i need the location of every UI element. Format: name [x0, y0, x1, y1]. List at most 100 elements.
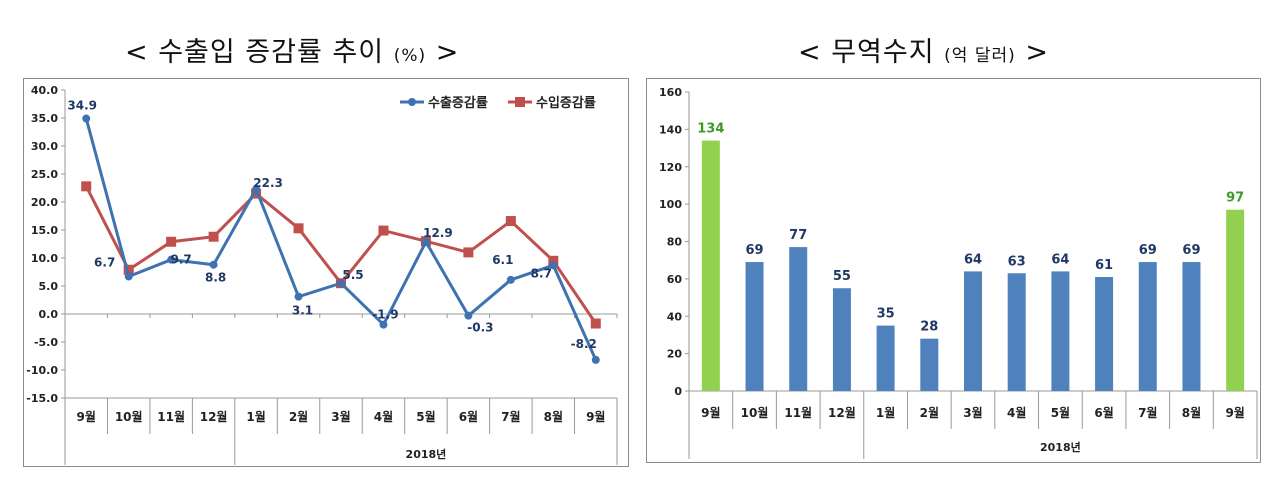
export-data-marker [167, 255, 176, 264]
category-label: 5월 [416, 409, 435, 424]
export-data-marker [82, 114, 91, 123]
y-tick-label: 15.0 [31, 224, 58, 237]
import-data-marker [208, 231, 219, 242]
right-title-end: > [1025, 37, 1049, 68]
category-label: 11월 [157, 409, 185, 424]
export-data-marker [337, 279, 345, 288]
bar [920, 338, 939, 391]
legend-export-label: 수출증감률 [428, 95, 488, 111]
import-data-marker [293, 223, 304, 234]
category-label: 12월 [828, 405, 856, 420]
bar [964, 271, 982, 391]
category-label: 7월 [501, 409, 520, 424]
category-label: 8월 [1182, 405, 1201, 420]
bar-value-label: 28 [920, 320, 938, 335]
import-series-line [84, 185, 598, 325]
bar-value-label: 77 [789, 228, 807, 243]
export-data-marker [379, 320, 388, 329]
legend-export-marker [408, 98, 416, 106]
right-chart-title: < 무역수지 (억 달러) > [798, 30, 1049, 69]
category-label: 10월 [741, 405, 769, 420]
year-group-label: 2018년 [406, 447, 447, 461]
import-data-marker [378, 225, 389, 236]
export-data-marker [549, 261, 558, 270]
y-tick-label: -5.0 [34, 336, 58, 349]
right-title-unit: (억 달러) [944, 46, 1016, 66]
export-data-marker [591, 355, 600, 364]
export-data-label: 34.9 [67, 99, 97, 113]
export-data-label: 8.7 [531, 266, 552, 280]
export-data-marker [421, 237, 430, 246]
left-title-text: < 수출입 증감률 추이 [125, 37, 385, 68]
export-series-line [84, 118, 598, 361]
category-label: 6월 [1094, 405, 1113, 420]
import-data-marker [251, 188, 262, 199]
export-data-label: 22.3 [253, 176, 283, 190]
export-data-label: 3.1 [292, 304, 313, 318]
bar-value-label: 55 [833, 269, 851, 284]
bar-value-label: 134 [697, 122, 724, 137]
y-tick-label: 30.0 [31, 140, 58, 153]
bar-value-label: 64 [1051, 252, 1069, 267]
import-data-marker [463, 247, 474, 258]
bar-value-label: 35 [877, 307, 895, 322]
left-title-unit: (%) [393, 46, 427, 66]
import-data-marker [590, 318, 601, 329]
left-title-end: > [435, 37, 460, 68]
category-label: 3월 [331, 409, 350, 424]
export-data-label: 6.1 [492, 253, 513, 267]
export-data-marker [506, 275, 515, 284]
bar-value-label: 61 [1095, 258, 1113, 273]
export-data-label: -8.2 [571, 337, 597, 351]
export-data-marker [124, 272, 133, 281]
export-data-label: 12.9 [423, 226, 453, 240]
category-label: 12월 [200, 409, 228, 424]
category-label: 3월 [963, 405, 982, 420]
import-data-marker [81, 181, 92, 192]
export-data-label: 8.8 [205, 271, 226, 285]
legend-import-label: 수입증감률 [536, 96, 596, 111]
bar [1138, 262, 1157, 391]
category-label: 10월 [115, 409, 143, 424]
y-tick-label: 10.0 [31, 252, 58, 265]
bar [832, 288, 851, 391]
y-tick-label: 0.0 [39, 308, 59, 321]
category-label: 8월 [544, 409, 563, 424]
y-tick-label: 20.0 [31, 196, 58, 209]
bar-value-label: 69 [745, 243, 763, 258]
bar [876, 325, 895, 391]
import-data-marker [505, 216, 516, 227]
category-label: 4월 [374, 409, 393, 424]
import-data-marker [166, 236, 177, 247]
y-tick-label: 40.0 [31, 84, 58, 97]
category-label: 6월 [459, 409, 478, 424]
y-tick-label: -15.0 [26, 392, 58, 405]
import-data-marker [548, 255, 559, 266]
bar-chart-panel: 0 20 40 60 80 100 120 140 160 9월 10월 11월 12월 1월 2월 3월 4월… [646, 78, 1261, 463]
bar [1226, 209, 1245, 391]
bar [1095, 277, 1114, 391]
y-tick-label: 0 [674, 385, 682, 398]
import-data-marker [123, 264, 134, 275]
export-data-label: -1.9 [372, 308, 398, 322]
category-label: 9월 [1225, 405, 1244, 420]
export-data-label: 6.7 [94, 255, 115, 269]
right-title-text: < 무역수지 [798, 37, 935, 68]
y-tick-label: 35.0 [31, 112, 58, 125]
year-group-label: 2018년 [1040, 440, 1081, 454]
bar [1182, 262, 1201, 391]
y-tick-label: 100 [659, 198, 682, 211]
category-label: 9월 [701, 405, 720, 420]
export-data-label: 9.7 [171, 253, 192, 267]
y-tick-label: 140 [659, 123, 682, 136]
category-label: 5월 [1051, 405, 1070, 420]
category-label: 9월 [586, 409, 605, 424]
export-data-marker [209, 260, 218, 269]
y-tick-label: 60 [667, 273, 683, 286]
category-label: 2월 [920, 405, 939, 420]
bar-chart: 0 20 40 60 80 100 120 140 160 9월 10월 11월 12월 1월 2월 3월 4월… [659, 86, 1258, 459]
y-tick-label: 120 [659, 161, 682, 174]
bar [789, 247, 808, 391]
bar [1051, 271, 1070, 391]
y-tick-label: 160 [659, 86, 682, 99]
